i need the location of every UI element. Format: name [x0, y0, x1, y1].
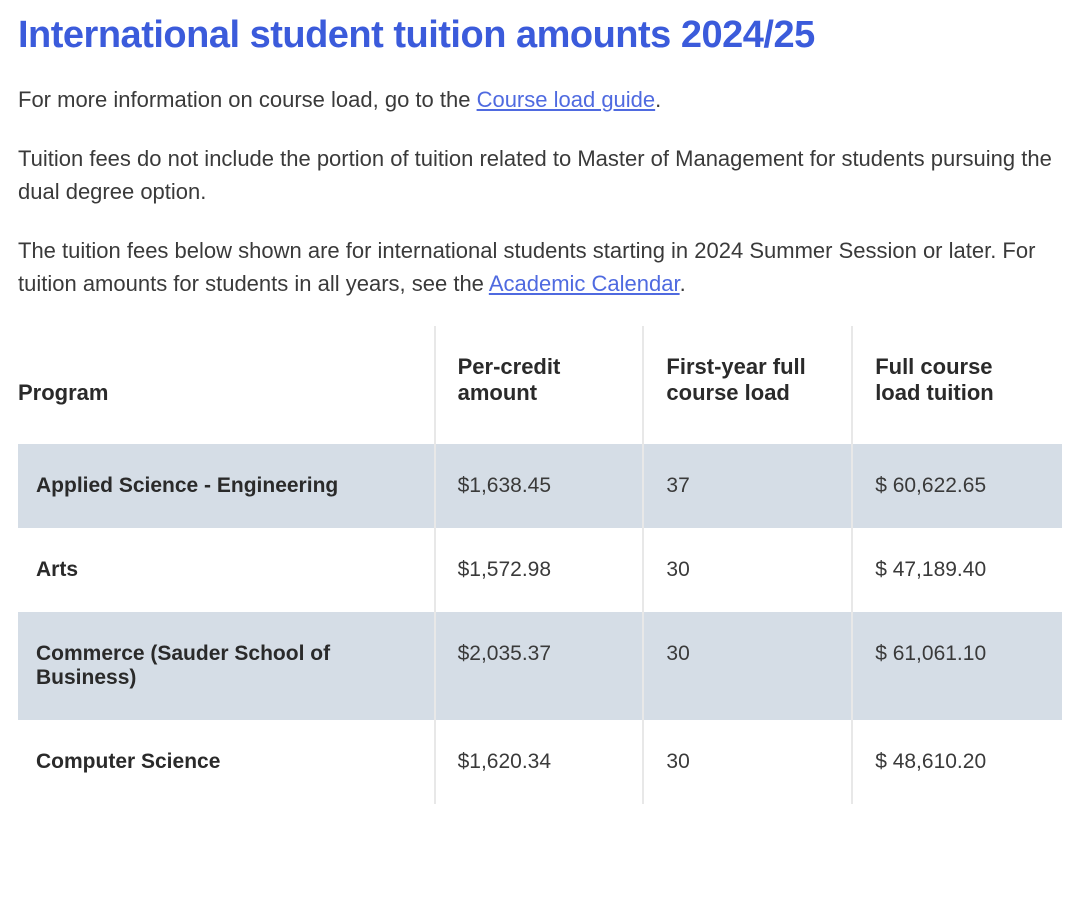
col-course-load: First-year full course load [644, 326, 853, 444]
page-title: International student tuition amounts 20… [18, 14, 1062, 57]
intro-paragraph-2: Tuition fees do not include the portion … [18, 142, 1062, 208]
table-header-row: Program Per-credit amount First-year ful… [18, 326, 1062, 444]
cell-program: Applied Science - Engineering [18, 444, 436, 528]
intro-paragraph-1: For more information on course load, go … [18, 83, 1062, 116]
cell-tuition: $ 61,061.10 [853, 612, 1062, 720]
col-program: Program [18, 326, 436, 444]
cell-program: Computer Science [18, 720, 436, 804]
cell-tuition: $ 60,622.65 [853, 444, 1062, 528]
cell-course-load: 30 [644, 612, 853, 720]
table-row: Applied Science - Engineering $1,638.45 … [18, 444, 1062, 528]
intro-text: . [655, 87, 661, 112]
cell-per-credit: $1,620.34 [436, 720, 645, 804]
cell-course-load: 37 [644, 444, 853, 528]
cell-per-credit: $1,638.45 [436, 444, 645, 528]
intro-text: For more information on course load, go … [18, 87, 477, 112]
table-row: Arts $1,572.98 30 $ 47,189.40 [18, 528, 1062, 612]
academic-calendar-link[interactable]: Academic Calendar [489, 271, 680, 296]
cell-course-load: 30 [644, 720, 853, 804]
tuition-table: Program Per-credit amount First-year ful… [18, 326, 1062, 804]
intro-paragraph-3: The tuition fees below shown are for int… [18, 234, 1062, 300]
cell-per-credit: $2,035.37 [436, 612, 645, 720]
course-load-guide-link[interactable]: Course load guide [477, 87, 656, 112]
col-per-credit: Per-credit amount [436, 326, 645, 444]
cell-program: Arts [18, 528, 436, 612]
col-tuition: Full course load tuition [853, 326, 1062, 444]
cell-tuition: $ 47,189.40 [853, 528, 1062, 612]
cell-course-load: 30 [644, 528, 853, 612]
table-row: Computer Science $1,620.34 30 $ 48,610.2… [18, 720, 1062, 804]
cell-program: Commerce (Sauder School of Business) [18, 612, 436, 720]
intro-text: . [680, 271, 686, 296]
cell-per-credit: $1,572.98 [436, 528, 645, 612]
table-row: Commerce (Sauder School of Business) $2,… [18, 612, 1062, 720]
cell-tuition: $ 48,610.20 [853, 720, 1062, 804]
